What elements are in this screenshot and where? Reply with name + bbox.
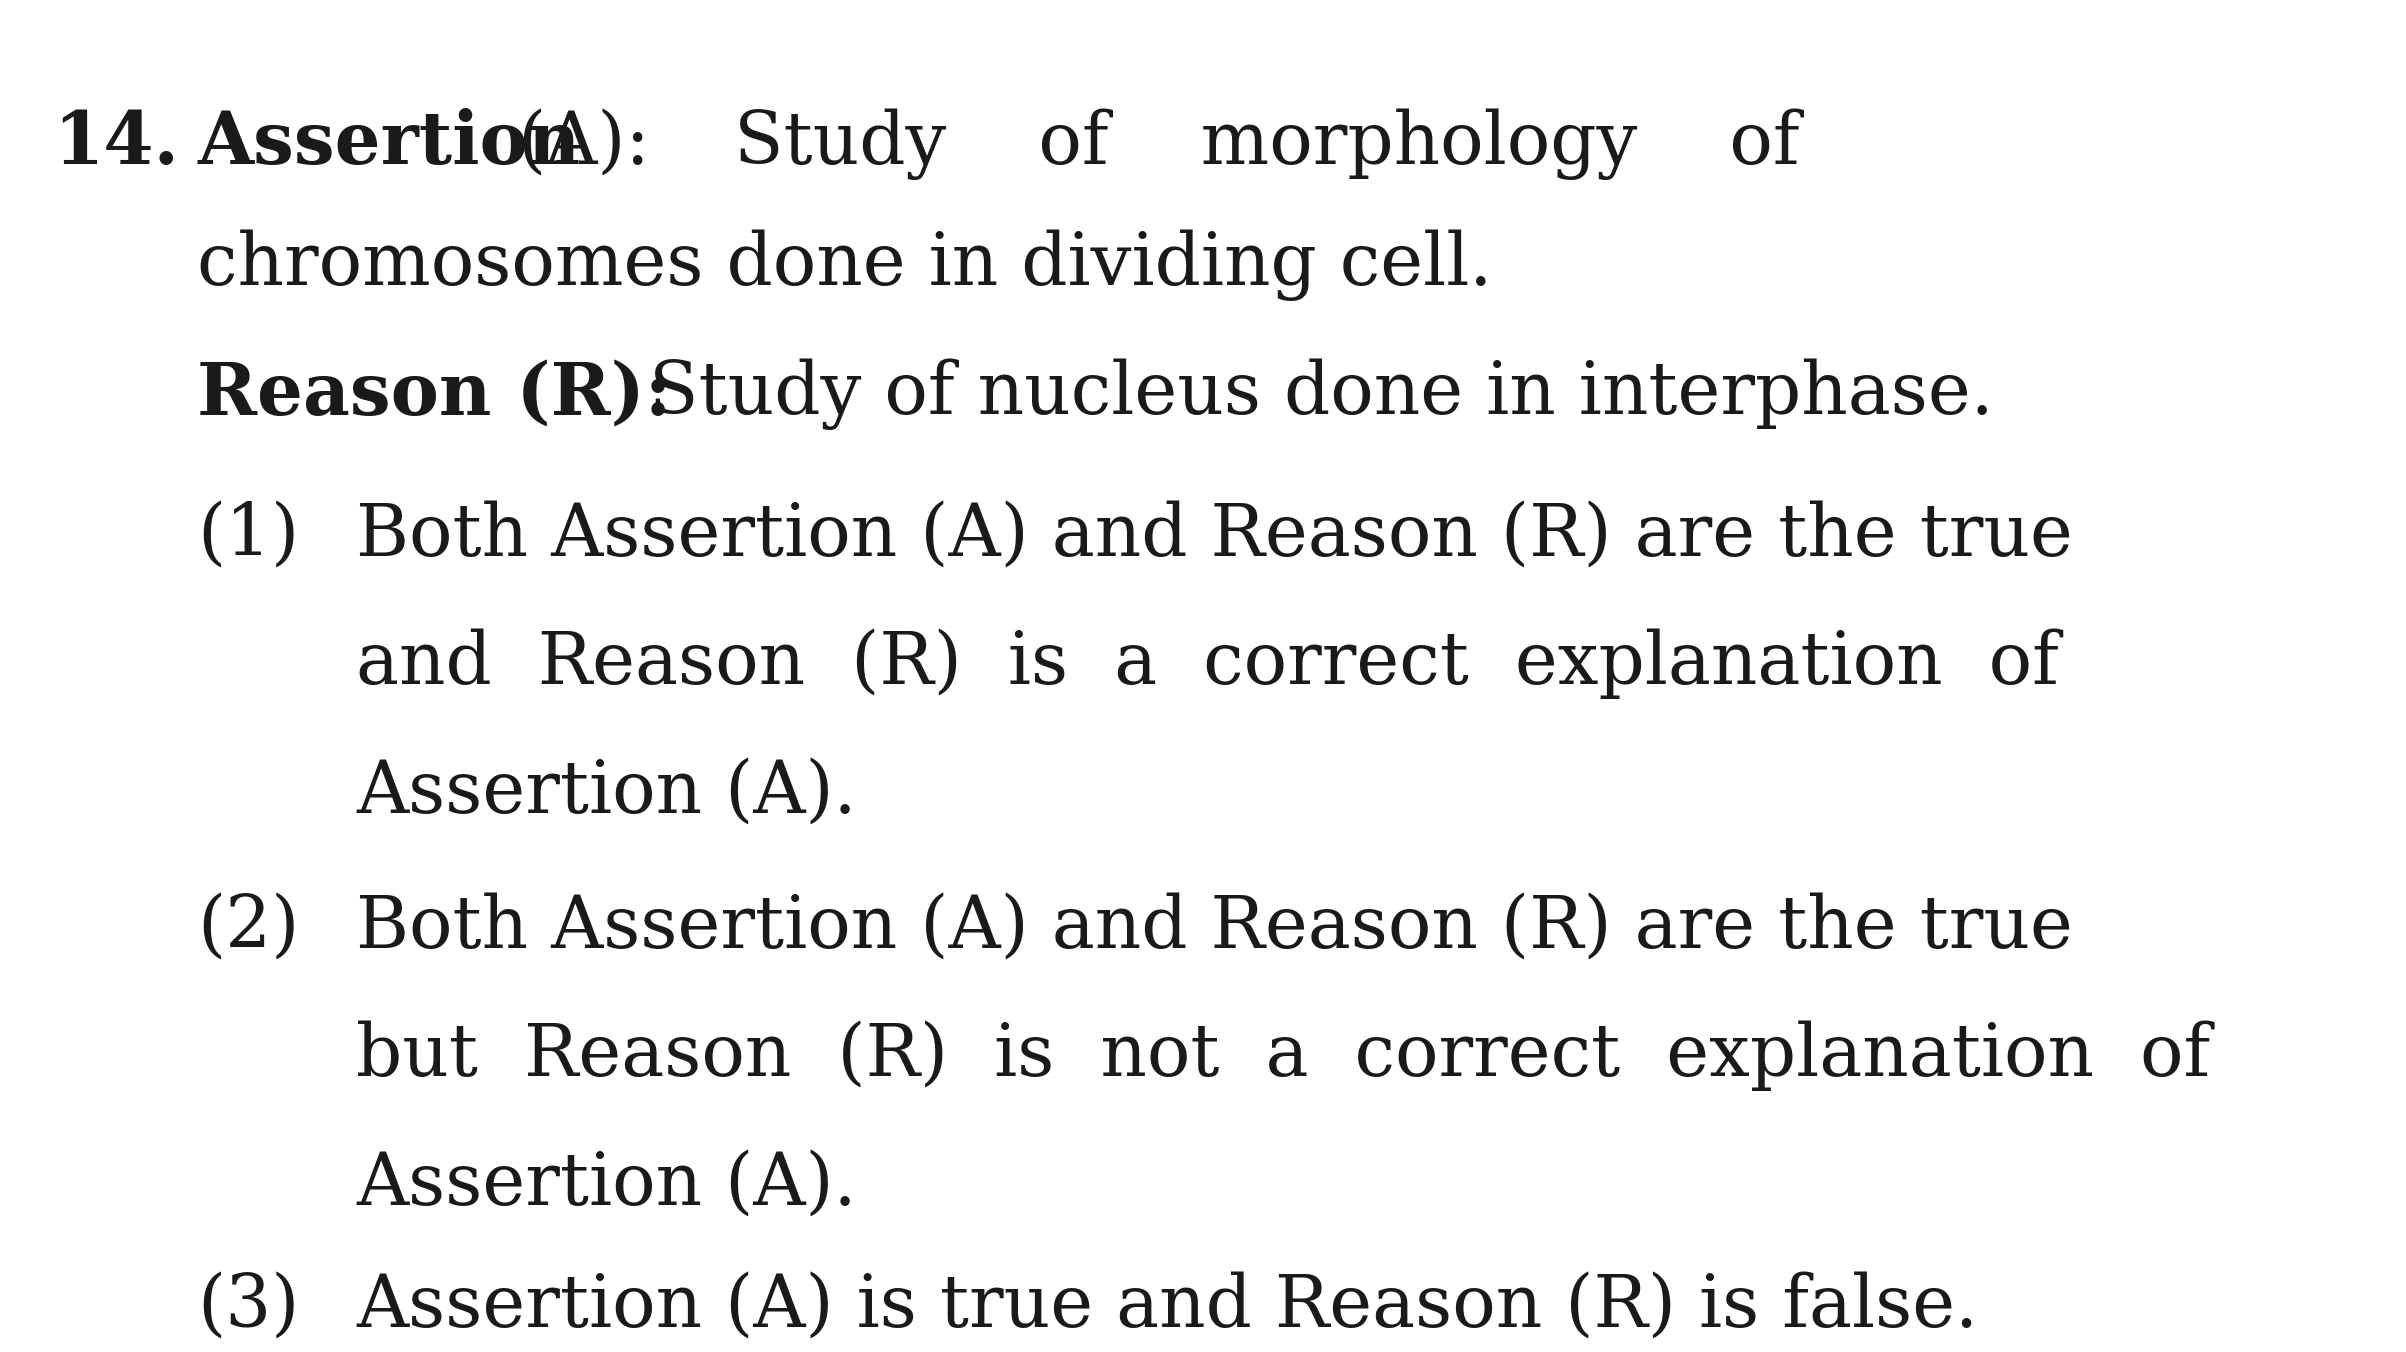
Text: Assertion: Assertion — [197, 108, 580, 180]
Text: Study of nucleus done in interphase.: Study of nucleus done in interphase. — [626, 358, 1992, 430]
Text: 14.: 14. — [53, 108, 178, 180]
Text: Reason (R):: Reason (R): — [197, 358, 671, 430]
Text: Assertion (A).: Assertion (A). — [356, 757, 857, 827]
Text: (A):: (A): — [517, 108, 650, 178]
Text: Study    of    morphology    of: Study of morphology of — [734, 108, 1800, 180]
Text: Assertion (A).: Assertion (A). — [356, 1149, 857, 1220]
Text: (3): (3) — [197, 1271, 301, 1341]
Text: (2): (2) — [197, 892, 301, 963]
Text: Assertion (A) is true and Reason (R) is false.: Assertion (A) is true and Reason (R) is … — [356, 1271, 1978, 1341]
Text: Both Assertion (A) and Reason (R) are the true: Both Assertion (A) and Reason (R) are th… — [356, 892, 2074, 963]
Text: chromosomes done in dividing cell.: chromosomes done in dividing cell. — [197, 230, 1492, 301]
Text: but  Reason  (R)  is  not  a  correct  explanation  of: but Reason (R) is not a correct explanat… — [356, 1021, 2211, 1091]
Text: Both Assertion (A) and Reason (R) are the true: Both Assertion (A) and Reason (R) are th… — [356, 500, 2074, 571]
Text: (1): (1) — [197, 500, 298, 571]
Text: and  Reason  (R)  is  a  correct  explanation  of: and Reason (R) is a correct explanation … — [356, 629, 2060, 699]
